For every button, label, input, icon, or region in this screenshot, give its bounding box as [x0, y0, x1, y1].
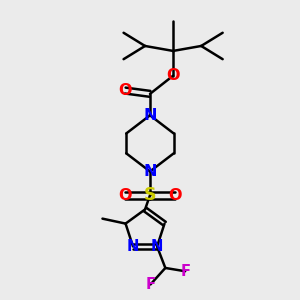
- Text: S: S: [144, 186, 156, 204]
- Text: N: N: [151, 239, 163, 254]
- Text: N: N: [143, 108, 157, 123]
- Text: O: O: [118, 188, 132, 203]
- Text: O: O: [168, 188, 182, 203]
- Text: F: F: [146, 277, 155, 292]
- Text: O: O: [167, 68, 180, 83]
- Text: N: N: [143, 164, 157, 179]
- Text: N: N: [127, 239, 139, 254]
- Text: O: O: [118, 83, 132, 98]
- Text: F: F: [180, 264, 190, 279]
